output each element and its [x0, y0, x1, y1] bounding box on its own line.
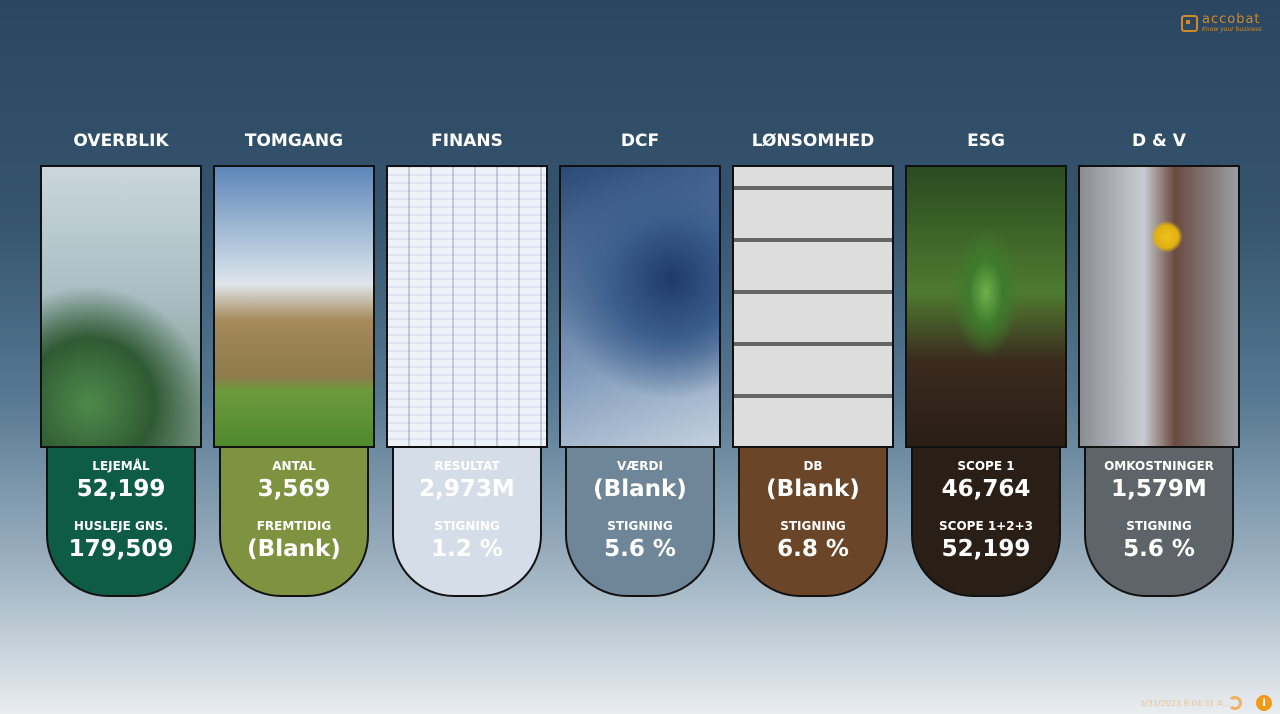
tile-title[interactable]: DCF [620, 131, 660, 151]
accobat-logo: accobat Know your business [1181, 12, 1262, 33]
kpi-label-2: STIGNING [434, 519, 500, 533]
tile-title[interactable]: TOMGANG [244, 131, 344, 151]
kpi-value-2: 52,199 [941, 536, 1031, 562]
kpi-value-2: 6.8 % [777, 536, 849, 562]
kpi-label-1: ANTAL [272, 459, 316, 473]
kpi-label-1: VÆRDI [617, 459, 663, 473]
tile-title[interactable]: FINANS [431, 131, 503, 151]
tile-esg[interactable]: ESG SCOPE 1 46,764 SCOPE 1+2+3 52,199 [905, 128, 1067, 597]
kpi-value-1: 2,973M [419, 476, 515, 502]
tile-tomgang[interactable]: TOMGANG ANTAL 3,569 FREMTIDIG (Blank) [213, 128, 375, 597]
tile-image[interactable] [559, 165, 721, 448]
tile-lønsomhed[interactable]: LØNSOMHED DB (Blank) STIGNING 6.8 % [732, 128, 894, 597]
kpi-card: DB (Blank) STIGNING 6.8 % [738, 448, 888, 597]
tile-d-v[interactable]: D & V OMKOSTNINGER 1,579M STIGNING 5.6 % [1078, 128, 1240, 597]
kpi-value-1: 52,199 [76, 476, 166, 502]
kpi-value-2: (Blank) [247, 536, 341, 562]
kpi-card: RESULTAT 2,973M STIGNING 1.2 % [392, 448, 542, 597]
kpi-label-1: LEJEMÅL [92, 459, 150, 473]
kpi-value-2: 5.6 % [1123, 536, 1195, 562]
tile-image[interactable] [213, 165, 375, 448]
refresh-timestamp: 5/31/2023 9:04:31 A... [1140, 699, 1230, 708]
kpi-value-1: 3,569 [257, 476, 331, 502]
tile-overblik[interactable]: OVERBLIK LEJEMÅL 52,199 HUSLEJE GNS. 179… [40, 128, 202, 597]
kpi-value-2: 5.6 % [604, 536, 676, 562]
kpi-value-1: (Blank) [766, 476, 860, 502]
logo-name: accobat [1202, 12, 1261, 27]
refresh-icon[interactable] [1228, 696, 1242, 710]
kpi-value-1: 1,579M [1111, 476, 1207, 502]
kpi-label-1: SCOPE 1 [957, 459, 1015, 473]
tile-title[interactable]: OVERBLIK [73, 131, 169, 151]
kpi-card: LEJEMÅL 52,199 HUSLEJE GNS. 179,509 [46, 448, 196, 597]
tile-image[interactable] [40, 165, 202, 448]
kpi-card: SCOPE 1 46,764 SCOPE 1+2+3 52,199 [911, 448, 1061, 597]
kpi-label-2: HUSLEJE GNS. [73, 519, 169, 533]
kpi-label-2: SCOPE 1+2+3 [939, 519, 1033, 533]
kpi-value-2: 179,509 [68, 536, 174, 562]
kpi-value-1: 46,764 [941, 476, 1031, 502]
kpi-card: OMKOSTNINGER 1,579M STIGNING 5.6 % [1084, 448, 1234, 597]
tile-dcf[interactable]: DCF VÆRDI (Blank) STIGNING 5.6 % [559, 128, 721, 597]
kpi-label-2: STIGNING [607, 519, 673, 533]
tile-image[interactable] [905, 165, 1067, 448]
logo-tagline: Know your business [1202, 26, 1262, 33]
tile-image[interactable] [1078, 165, 1240, 448]
tile-finans[interactable]: FINANS RESULTAT 2,973M STIGNING 1.2 % [386, 128, 548, 597]
tile-title[interactable]: LØNSOMHED [751, 131, 875, 151]
info-icon[interactable]: i [1256, 695, 1272, 711]
kpi-label-2: STIGNING [1126, 519, 1192, 533]
kpi-card: ANTAL 3,569 FREMTIDIG (Blank) [219, 448, 369, 597]
kpi-value-1: (Blank) [593, 476, 687, 502]
kpi-label-1: DB [803, 459, 823, 473]
kpi-label-1: RESULTAT [434, 459, 500, 473]
kpi-card: VÆRDI (Blank) STIGNING 5.6 % [565, 448, 715, 597]
tile-image[interactable] [732, 165, 894, 448]
logo-icon [1181, 15, 1198, 32]
tile-image[interactable] [386, 165, 548, 448]
kpi-value-2: 1.2 % [431, 536, 503, 562]
tile-title[interactable]: D & V [1132, 131, 1186, 151]
kpi-label-2: STIGNING [780, 519, 846, 533]
kpi-label-1: OMKOSTNINGER [1104, 459, 1214, 473]
tile-title[interactable]: ESG [967, 131, 1005, 151]
kpi-label-2: FREMTIDIG [256, 519, 332, 533]
